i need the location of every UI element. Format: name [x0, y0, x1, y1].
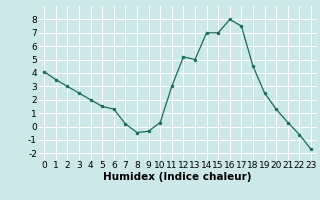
X-axis label: Humidex (Indice chaleur): Humidex (Indice chaleur) [103, 172, 252, 182]
